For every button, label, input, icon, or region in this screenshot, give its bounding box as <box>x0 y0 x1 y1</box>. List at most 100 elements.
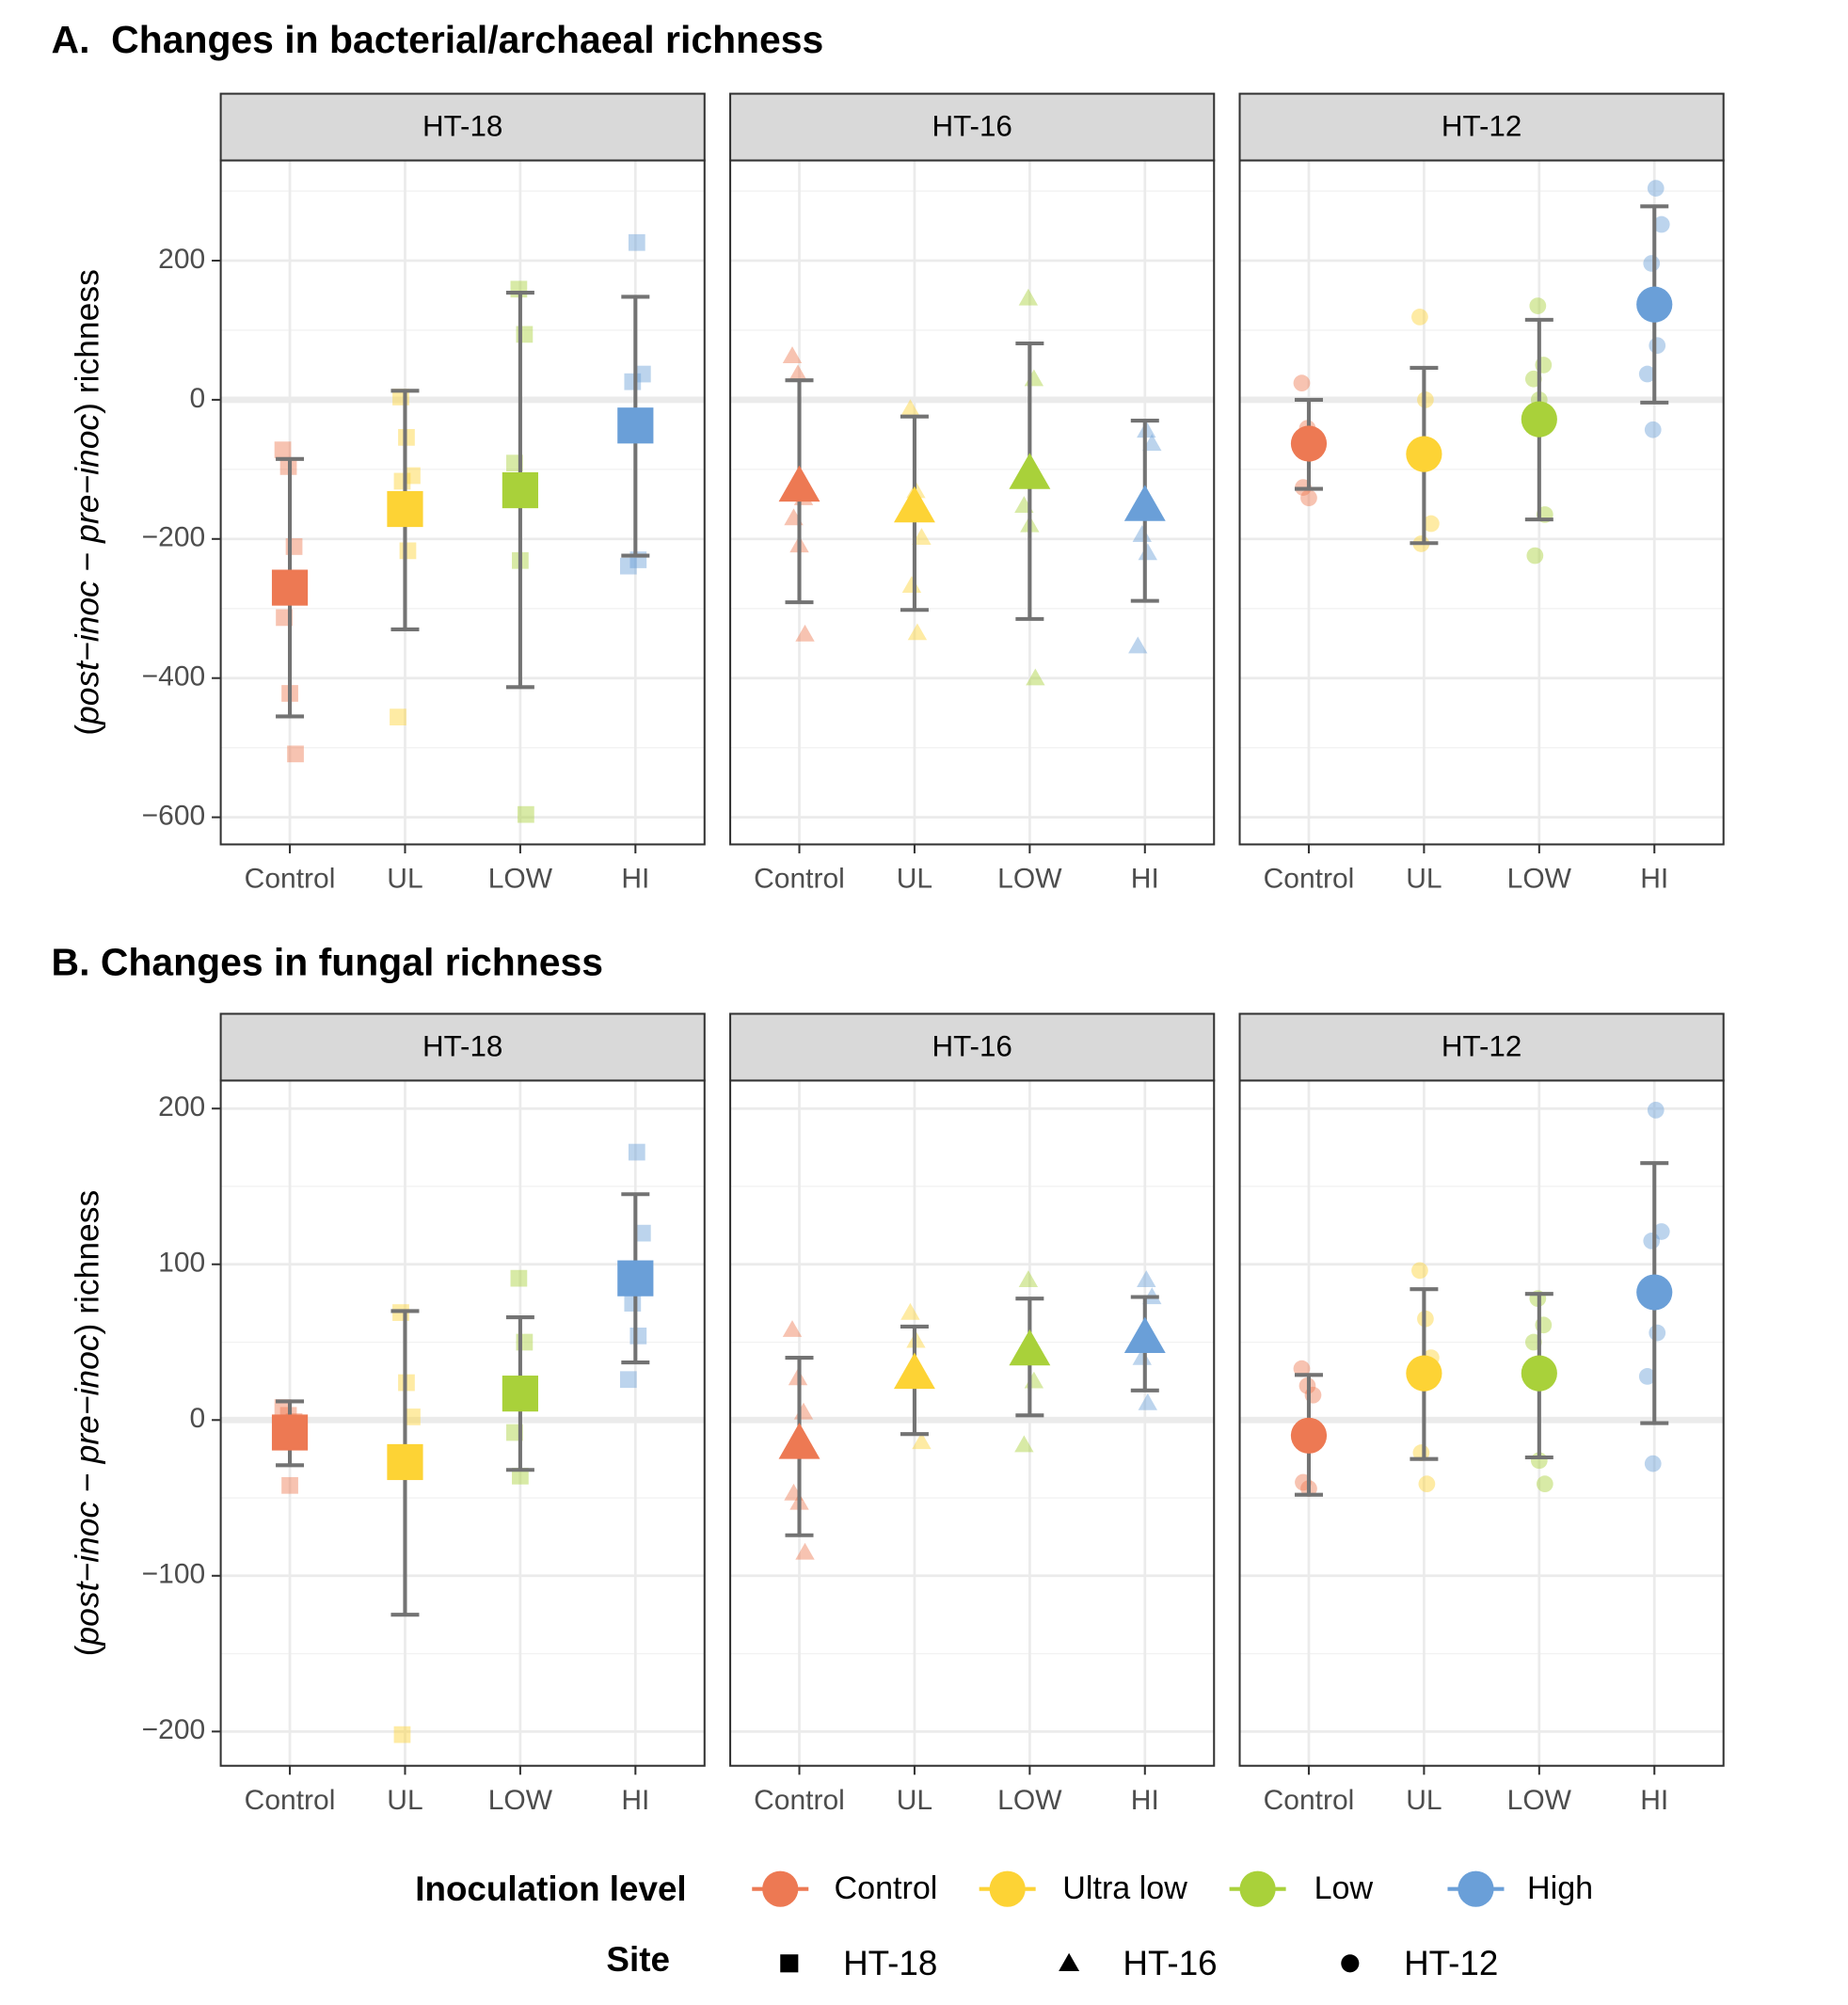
raw-point <box>1644 421 1662 438</box>
y-axis-label: (post−inoc − pre−inoc) richness <box>69 269 106 736</box>
raw-point <box>393 472 411 490</box>
raw-point <box>619 1371 637 1389</box>
raw-point <box>1652 215 1670 233</box>
raw-point <box>1418 1475 1436 1493</box>
mean-point <box>1009 453 1051 489</box>
raw-point <box>795 1542 815 1560</box>
raw-point <box>274 1399 292 1416</box>
y-label-part: − <box>69 543 106 581</box>
mean-point <box>1406 436 1442 472</box>
raw-point <box>912 528 932 545</box>
raw-point <box>518 805 534 823</box>
raw-point <box>1014 1435 1034 1453</box>
raw-point <box>1132 1347 1152 1365</box>
x-tick-label: UL <box>1406 864 1442 895</box>
strip <box>219 92 706 162</box>
raw-point <box>1026 668 1045 686</box>
x-tick-label: Control <box>1264 1785 1355 1816</box>
raw-point <box>624 1295 642 1312</box>
legend-swatch <box>1239 1870 1276 1907</box>
raw-point <box>1649 337 1666 355</box>
mean-point <box>1636 286 1673 323</box>
x-tick-label: LOW <box>488 864 553 895</box>
raw-point <box>1018 1270 1039 1287</box>
y-label-part: ( <box>69 1645 106 1656</box>
mean-point <box>502 1376 538 1412</box>
x-tick-label: LOW <box>1507 1785 1572 1816</box>
x-tick-label: HI <box>1640 1785 1668 1816</box>
x-tick-label: LOW <box>997 1785 1062 1816</box>
mean-point <box>1406 1355 1442 1392</box>
x-tick-label: HI <box>621 864 649 895</box>
raw-point <box>782 1320 803 1337</box>
y-tick-label: 100 <box>158 1248 205 1279</box>
raw-point <box>1293 374 1311 392</box>
raw-point <box>1638 1368 1656 1385</box>
raw-point <box>390 708 406 726</box>
raw-point <box>1137 1270 1156 1287</box>
y-tick-label: 200 <box>158 1091 205 1122</box>
strip-label: HT-12 <box>1442 1030 1521 1063</box>
x-tick-label: UL <box>387 1785 422 1816</box>
mean-point <box>1521 1355 1557 1392</box>
legend-shape <box>1341 1954 1360 1973</box>
raw-point <box>1411 1262 1428 1280</box>
raw-point <box>629 1328 647 1345</box>
strip <box>1238 92 1725 162</box>
raw-point <box>628 1143 645 1161</box>
x-tick-label: HI <box>1131 1785 1159 1816</box>
x-tick-label: LOW <box>997 864 1062 895</box>
x-tick-label: UL <box>897 1785 932 1816</box>
strip-label: HT-16 <box>932 110 1012 143</box>
y-label-part: post−inoc <box>69 1502 106 1647</box>
mean-point <box>1290 1417 1328 1454</box>
legend-label: HT-18 <box>843 1944 937 1982</box>
y-label-part: pre−inoc <box>69 1334 106 1464</box>
chart-title: A. Changes in bacterial/archaeal richnes… <box>52 18 824 61</box>
x-tick-label: UL <box>1406 1785 1442 1816</box>
raw-point <box>1411 309 1428 326</box>
x-tick-label: UL <box>387 864 422 895</box>
raw-point <box>901 576 922 594</box>
raw-point <box>795 624 815 642</box>
raw-point <box>512 1467 529 1485</box>
strip <box>1238 1012 1725 1082</box>
mean-point <box>893 485 935 523</box>
y-tick-label: −100 <box>142 1559 206 1590</box>
raw-point <box>1132 525 1152 543</box>
y-tick-label: 200 <box>158 244 205 275</box>
legend-title: Inoculation level <box>415 1870 686 1908</box>
mean-point <box>1123 485 1166 521</box>
y-axis-label: (post−inoc − pre−inoc) richness <box>69 1190 106 1657</box>
raw-point <box>1142 434 1162 452</box>
x-tick-label: HI <box>1131 864 1159 895</box>
legend-shape <box>780 1954 799 1973</box>
strip <box>729 92 1216 162</box>
raw-point <box>281 1476 298 1494</box>
raw-point <box>1647 180 1665 197</box>
raw-point <box>1643 1233 1661 1249</box>
x-tick-label: Control <box>754 864 845 895</box>
raw-point <box>1293 1360 1311 1377</box>
raw-point <box>619 557 637 575</box>
y-label-part: ) richness <box>69 1190 106 1335</box>
panel-background <box>1239 160 1724 845</box>
raw-point <box>1536 1475 1553 1493</box>
strip-label: HT-16 <box>932 1030 1012 1063</box>
mean-point <box>1521 401 1557 438</box>
raw-point <box>900 1302 920 1320</box>
legend-swatch <box>762 1870 799 1907</box>
raw-point <box>1643 255 1661 272</box>
strip-label: HT-18 <box>422 110 502 143</box>
y-label-part: post−inoc <box>69 581 106 725</box>
x-tick-label: Control <box>754 1785 845 1816</box>
mean-point <box>617 407 654 444</box>
raw-point <box>1018 288 1039 306</box>
mean-point <box>271 1414 309 1451</box>
raw-point <box>900 399 920 417</box>
raw-point <box>274 441 292 459</box>
raw-point <box>633 1224 651 1242</box>
chart-title: B. Changes in fungal richness <box>52 940 603 983</box>
raw-point <box>628 233 645 251</box>
legend-shape <box>1059 1952 1080 1972</box>
